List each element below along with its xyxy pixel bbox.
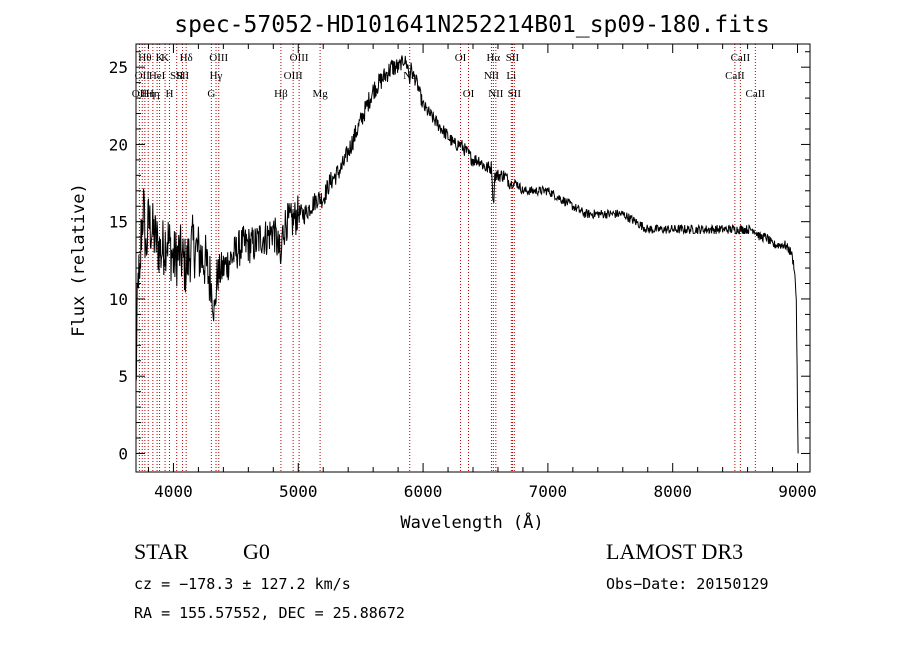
coordinates: RA = 155.57552, DEC = 25.88672 — [134, 604, 405, 622]
line-label: Mg — [312, 88, 328, 100]
y-axis: 0 5 10 15 20 25 — [109, 51, 810, 463]
line-label: Hα — [486, 52, 500, 64]
line-label: SII — [170, 70, 184, 82]
y-tick-label: 10 — [109, 290, 128, 309]
line-label: CaII — [731, 52, 751, 64]
line-label: Hγ — [210, 70, 223, 82]
x-tick-label: 8000 — [653, 482, 692, 501]
x-tick-label: 4000 — [154, 482, 193, 501]
x-tick-label: 7000 — [529, 482, 568, 501]
y-tick-label: 20 — [109, 135, 128, 154]
x-tick-label: 6000 — [404, 482, 443, 501]
line-label: K — [156, 52, 164, 64]
y-tick-label: 15 — [109, 213, 128, 232]
y-tick-label: 5 — [118, 367, 128, 386]
line-label: NII — [488, 88, 504, 100]
line-label: SII — [176, 70, 190, 82]
line-label: OIII — [290, 52, 309, 64]
line-label: H — [165, 88, 173, 100]
object-class: STAR — [134, 539, 189, 564]
line-label: OI — [463, 88, 475, 100]
redshift-cz: cz = −178.3 ± 127.2 km/s — [134, 575, 351, 593]
subclass: G0 — [243, 539, 270, 564]
line-label: OIII — [209, 52, 228, 64]
x-axis: 4000 5000 6000 7000 8000 9000 — [147, 44, 817, 501]
line-label: CaII — [725, 70, 745, 82]
y-axis-label: Flux (relative) — [69, 183, 89, 337]
x-tick-label: 9000 — [778, 482, 817, 501]
chart-title: spec-57052-HD101641N252214B01_sp09-180.f… — [174, 12, 769, 38]
spectrum-line — [135, 55, 799, 454]
line-label: HeI — [149, 70, 166, 82]
line-label: Hδ — [180, 52, 193, 64]
line-label: Hη — [141, 88, 155, 100]
line-label: K — [161, 52, 169, 64]
line-label: Hβ — [274, 88, 288, 100]
x-axis-label: Wavelength (Å) — [400, 511, 543, 533]
line-label: NII — [484, 70, 500, 82]
survey-name: LAMOST DR3 — [606, 539, 744, 564]
obs-date: Obs−Date: 20150129 — [606, 575, 769, 593]
line-label: Li — [506, 70, 516, 82]
line-label: SII — [508, 88, 522, 100]
line-label: Hθ — [138, 52, 151, 64]
line-label: OII — [135, 70, 151, 82]
y-tick-label: 25 — [109, 58, 128, 77]
line-label: CaII — [746, 88, 766, 100]
y-tick-label: 0 — [118, 444, 128, 463]
line-label: SII — [506, 52, 520, 64]
x-tick-label: 5000 — [279, 482, 318, 501]
line-label: G — [207, 88, 215, 100]
line-label: OIII — [284, 70, 303, 82]
line-label: OI — [455, 52, 467, 64]
line-label: Hη — [146, 88, 160, 100]
line-labels: OIIOIIHθHηHηHeIKKHSIISIIHδGHγOIIIHβOIIIO… — [132, 52, 766, 100]
